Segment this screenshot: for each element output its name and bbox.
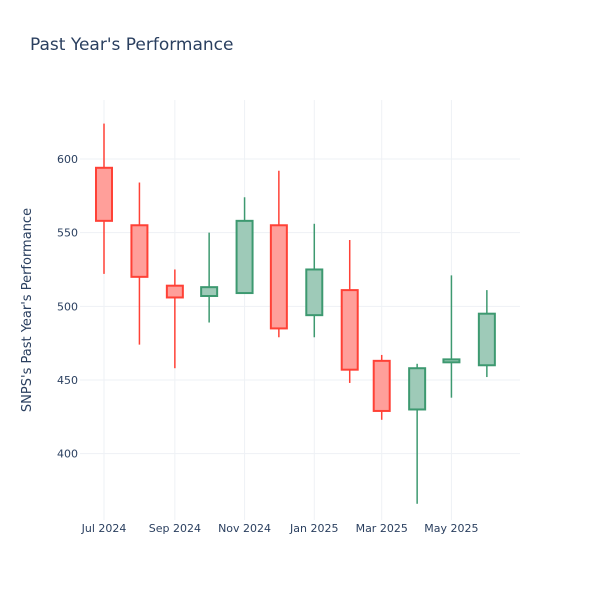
candles <box>95 123 496 504</box>
candle-increasing <box>235 197 254 295</box>
y-tick-label: 550 <box>57 227 78 240</box>
y-tick-label: 400 <box>57 448 78 461</box>
candle-body <box>442 358 461 364</box>
candle-body <box>477 312 496 367</box>
candle-increasing <box>442 275 461 398</box>
y-tick-label: 500 <box>57 300 78 313</box>
candle-decreasing <box>165 269 184 369</box>
candle-body <box>269 224 288 330</box>
candle-increasing <box>477 290 496 378</box>
candle-body <box>305 268 324 317</box>
y-axis-label: SNPS's Past Year's Performance <box>20 208 35 412</box>
candle-body <box>408 367 427 411</box>
candle-body <box>235 219 254 295</box>
candle-increasing <box>305 223 324 338</box>
x-tick-label: Jan 2025 <box>289 522 338 535</box>
grid <box>80 100 520 520</box>
candle-increasing <box>200 232 219 323</box>
candle-increasing <box>408 363 427 504</box>
candle-body <box>372 359 391 412</box>
x-tick-label: Jul 2024 <box>81 522 127 535</box>
chart-title: Past Year's Performance <box>30 35 234 55</box>
candle-body <box>165 284 184 299</box>
candle-decreasing <box>340 240 359 383</box>
candle-decreasing <box>130 182 149 345</box>
candle-body <box>130 224 149 278</box>
y-tick-label: 600 <box>57 153 78 166</box>
candle-decreasing <box>372 354 391 420</box>
x-tick-label: Mar 2025 <box>356 522 408 535</box>
x-tick-label: Nov 2024 <box>218 522 271 535</box>
candle-decreasing <box>269 170 288 338</box>
x-tick-label: May 2025 <box>424 522 478 535</box>
y-tick-label: 450 <box>57 374 78 387</box>
candle-body <box>200 286 219 298</box>
candle-body <box>340 289 359 371</box>
candle-body <box>95 166 113 222</box>
candle-decreasing <box>95 123 113 274</box>
y-axis-ticks: 400 450 500 550 600 <box>57 153 78 461</box>
x-axis-ticks: Jul 2024 Sep 2024 Nov 2024 Jan 2025 Mar 2025… <box>81 522 479 535</box>
x-tick-label: Sep 2024 <box>149 522 201 535</box>
